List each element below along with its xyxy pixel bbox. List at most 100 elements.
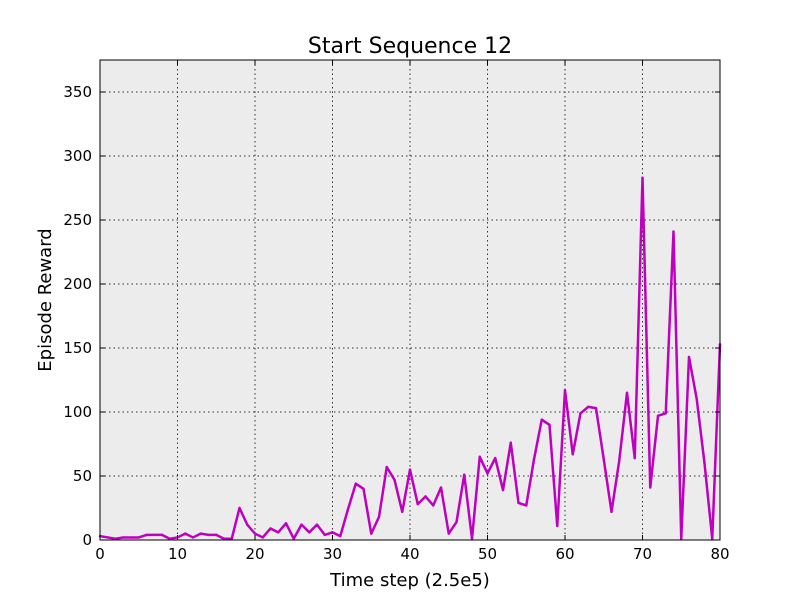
- data-point: [315, 523, 319, 526]
- data-point: [432, 504, 435, 507]
- data-point: [455, 520, 458, 524]
- data-point: [494, 456, 497, 460]
- data-point: [687, 355, 691, 359]
- data-point: [439, 486, 443, 489]
- y-tick-label: 200: [63, 275, 92, 293]
- data-point: [664, 412, 667, 415]
- data-point: [424, 495, 427, 498]
- y-tick-label: 150: [63, 339, 92, 357]
- x-tick-label: 10: [168, 545, 187, 563]
- data-point: [641, 176, 644, 179]
- data-point: [408, 468, 412, 471]
- data-point: [548, 423, 551, 426]
- data-point: [199, 532, 202, 535]
- data-point: [346, 508, 350, 511]
- data-point: [160, 533, 164, 537]
- data-point: [711, 537, 714, 540]
- data-point: [517, 501, 520, 505]
- data-point: [610, 510, 613, 514]
- data-point: [680, 537, 683, 540]
- data-point: [145, 533, 148, 537]
- data-point: [470, 537, 474, 540]
- x-axis-label: Time step (2.5e5): [329, 570, 490, 591]
- data-point: [168, 537, 171, 540]
- data-point: [649, 486, 652, 489]
- data-point: [230, 537, 233, 540]
- data-point: [478, 455, 481, 458]
- data-point: [362, 487, 365, 490]
- data-point: [416, 502, 419, 506]
- ticks: 0 10 20 30 40 50 60 70 80 0 50 100 150 200 250 300 350: [63, 60, 730, 563]
- data-point: [556, 524, 559, 528]
- data-point: [269, 527, 272, 530]
- data-point: [385, 465, 388, 469]
- data-point: [184, 532, 187, 535]
- y-tick-label: 0: [82, 531, 92, 549]
- x-tick-label: 60: [555, 545, 574, 563]
- data-point: [207, 533, 210, 537]
- data-point: [354, 482, 357, 485]
- data-point: [153, 533, 156, 537]
- data-point: [525, 504, 528, 507]
- data-point: [401, 510, 404, 514]
- data-point: [308, 531, 311, 534]
- data-point: [114, 537, 117, 540]
- data-point: [602, 458, 605, 461]
- data-point: [656, 414, 660, 418]
- y-axis-label: Episode Reward: [35, 228, 56, 371]
- data-point: [579, 412, 582, 415]
- data-point: [672, 230, 675, 233]
- data-point: [238, 506, 241, 510]
- x-tick-label: 40: [400, 545, 419, 563]
- x-tick-label: 30: [323, 545, 342, 563]
- data-point: [277, 531, 280, 534]
- data-point: [122, 536, 125, 539]
- x-tick-label: 50: [478, 545, 497, 563]
- data-point: [246, 523, 249, 526]
- x-tick-label: 0: [95, 545, 105, 563]
- data-point: [571, 453, 574, 456]
- y-tick-label: 250: [63, 211, 92, 229]
- data-point: [594, 406, 598, 410]
- y-tick-label: 50: [73, 467, 92, 485]
- x-tick-label: 80: [710, 545, 729, 563]
- data-point: [331, 531, 334, 534]
- y-tick-label: 100: [63, 403, 92, 421]
- data-point: [633, 456, 636, 460]
- data-point: [370, 532, 373, 535]
- data-point: [486, 472, 489, 475]
- y-tick-label: 350: [63, 83, 92, 101]
- data-point: [191, 536, 195, 539]
- data-point: [137, 536, 140, 539]
- data-point: [222, 537, 226, 540]
- data-point: [501, 488, 505, 492]
- data-point: [563, 389, 567, 392]
- data-point: [618, 459, 621, 462]
- data-point: [377, 515, 381, 519]
- series-group: [98, 176, 722, 540]
- data-point: [447, 532, 450, 535]
- data-point: [253, 532, 257, 535]
- data-point: [284, 522, 288, 525]
- data-point: [695, 398, 698, 401]
- x-tick-label: 70: [633, 545, 652, 563]
- data-point: [532, 458, 536, 461]
- data-point: [300, 523, 303, 526]
- data-point: [292, 537, 295, 540]
- data-point: [540, 418, 543, 421]
- data-point: [509, 441, 512, 444]
- data-point: [323, 533, 326, 537]
- data-point: [339, 534, 342, 538]
- data-point: [625, 391, 629, 394]
- data-point: [393, 478, 396, 482]
- data-point: [261, 536, 264, 539]
- chart-title: Start Sequence 12: [308, 34, 512, 59]
- x-tick-label: 20: [245, 545, 264, 563]
- y-tick-label: 300: [63, 147, 92, 165]
- data-point: [587, 405, 590, 409]
- data-point: [106, 536, 109, 539]
- data-point: [703, 462, 706, 465]
- data-point: [463, 473, 466, 476]
- data-point: [215, 533, 218, 537]
